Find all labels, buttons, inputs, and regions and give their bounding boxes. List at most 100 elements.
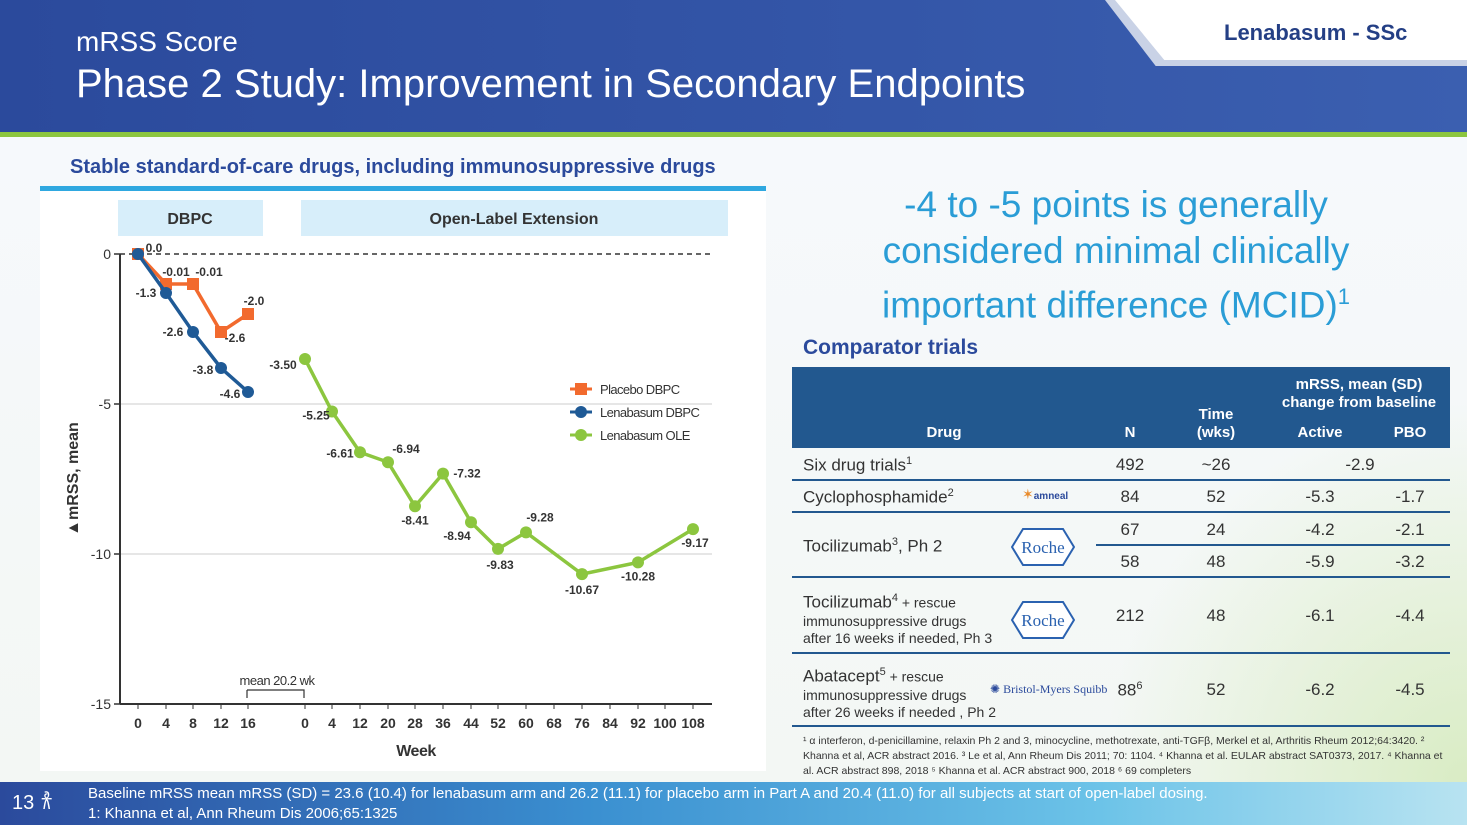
data-point (687, 523, 699, 536)
table-row-drug: Abatacept5 + rescue immunosuppressive dru… (803, 666, 997, 720)
table-header (792, 367, 1450, 448)
legend-label: Placebo DBPC (600, 382, 680, 397)
data-label: -8.41 (401, 513, 429, 527)
data-point (632, 556, 644, 569)
col-n: N (1124, 424, 1136, 441)
data-label: -7.32 (453, 467, 481, 481)
period-label-ole: Open-Label Extension (430, 211, 599, 228)
x-tick-label: 20 (380, 715, 396, 731)
col-time: Time (wks) (1196, 406, 1236, 441)
data-label: -3.8 (193, 363, 214, 377)
data-label: -6.94 (392, 442, 420, 456)
data-label: -3.50 (269, 358, 297, 372)
bms-logo: ✺ Bristol-Myers Squibb (990, 682, 1108, 696)
roche-logo: Roche (1011, 528, 1075, 566)
table-row-drug: Cyclophosphamide2 (803, 487, 954, 507)
x-tick-label: 28 (407, 715, 423, 731)
table-cell-pbo: -1.7 (1395, 487, 1425, 506)
data-label: -0.01 (162, 265, 190, 279)
table-cell-n: 212 (1115, 606, 1145, 625)
table-cell-n: 67 (1120, 520, 1140, 539)
data-point (409, 500, 421, 513)
table-cell-pbo: -4.5 (1395, 680, 1425, 699)
table-row-drug: Tocilizumab4 + rescue immunosuppressive d… (803, 592, 993, 646)
col-pbo: PBO (1393, 424, 1427, 441)
chart-heading: Stable standard-of-care drugs, including… (70, 156, 716, 178)
bracket-label: mean 20.2 wk (240, 673, 316, 688)
data-label: -2.6 (163, 325, 184, 339)
col-drug: Drug (926, 424, 962, 441)
col-active: Active (1297, 424, 1343, 441)
x-tick-label: 84 (602, 715, 618, 731)
mcid-footnote-ref: 1 (1337, 284, 1351, 309)
bms-emblem-icon: ✺ (990, 682, 1001, 696)
x-tick-label: 0 (134, 715, 142, 731)
bracket (246, 689, 305, 698)
data-label: -5.25 (302, 409, 330, 423)
amneal-logo: ✶amneal (1022, 486, 1069, 502)
data-point (187, 278, 199, 290)
footer-line-1: Baseline mRSS mean mRSS (SD) = 23.6 (10.… (88, 785, 1208, 802)
data-point (242, 386, 254, 398)
table-row-drug: Six drug trials1 (803, 455, 913, 475)
y-tick-label: -5 (99, 396, 112, 412)
table-cell-time: 48 (1206, 606, 1226, 625)
row-divider (792, 652, 1450, 654)
tag-box (1115, 0, 1467, 60)
data-label: 0.0 (146, 241, 163, 255)
table-cell-n: 492 (1115, 455, 1145, 474)
data-label: -4.6 (220, 387, 241, 401)
person-icon: 𐀪 (40, 789, 54, 814)
header-accent-line (0, 132, 1467, 137)
table-cell-pbo: -2.1 (1395, 520, 1425, 539)
row-divider (792, 479, 1450, 481)
row-divider (792, 511, 1450, 513)
x-tick-label: 68 (546, 715, 562, 731)
table-cell-time: 52 (1206, 487, 1226, 506)
mrss-line-chart: DBPC Open-Label Extension 0 -5 -10 -15 0 4 8 12 16… (65, 200, 728, 760)
data-point (520, 526, 532, 539)
data-point (215, 326, 227, 338)
x-axis-title: Week (396, 743, 436, 760)
legend-marker (575, 406, 587, 418)
table-cell-active: -6.1 (1305, 606, 1335, 625)
data-label: -10.67 (565, 583, 599, 597)
x-tick-label: 108 (681, 715, 705, 731)
slide-title: Phase 2 Study: Improvement in Secondary … (76, 62, 1026, 106)
period-box-ole (301, 200, 728, 236)
table-cell-n: 886 (1117, 680, 1143, 700)
row-divider (792, 725, 1450, 727)
y-tick-label: 0 (103, 246, 111, 262)
x-tick-label: 60 (518, 715, 534, 731)
row-divider (792, 576, 1450, 578)
data-label: -9.17 (681, 536, 709, 550)
data-label: -10.28 (621, 569, 655, 583)
legend-marker (575, 383, 587, 395)
x-tick-label: 76 (574, 715, 590, 731)
roche-logo: Roche (1011, 601, 1075, 639)
period-label-dbpc: DBPC (167, 211, 213, 228)
table-cell-merged: -2.9 (1345, 455, 1375, 474)
data-label: -8.94 (443, 529, 471, 543)
data-point (242, 308, 254, 320)
data-point (299, 353, 311, 365)
table-cell-n: 84 (1120, 487, 1140, 506)
data-point (437, 467, 449, 480)
table-cell-time: 24 (1206, 520, 1226, 539)
data-label: -6.61 (326, 446, 354, 460)
table-cell-active: -6.2 (1305, 680, 1335, 699)
row-divider (1096, 544, 1450, 546)
data-point (576, 568, 588, 581)
data-point (187, 326, 199, 338)
mcid-statement: -4 to -5 points is generally considered … (880, 182, 1352, 328)
data-label: -0.01 (195, 265, 223, 279)
data-point (465, 516, 477, 529)
y-tick-label: -10 (91, 546, 111, 562)
col-mrss-group: mRSS, mean (SD) change from baseline (1281, 376, 1437, 411)
table-cell-time: 48 (1206, 552, 1226, 571)
legend-label: Lenabasum DBPC (600, 405, 699, 420)
y-axis-title: ▲mRSS, mean (65, 422, 82, 536)
x-tick-label: 52 (490, 715, 506, 731)
svg-text:Roche: Roche (1021, 611, 1064, 630)
data-point (326, 405, 338, 418)
